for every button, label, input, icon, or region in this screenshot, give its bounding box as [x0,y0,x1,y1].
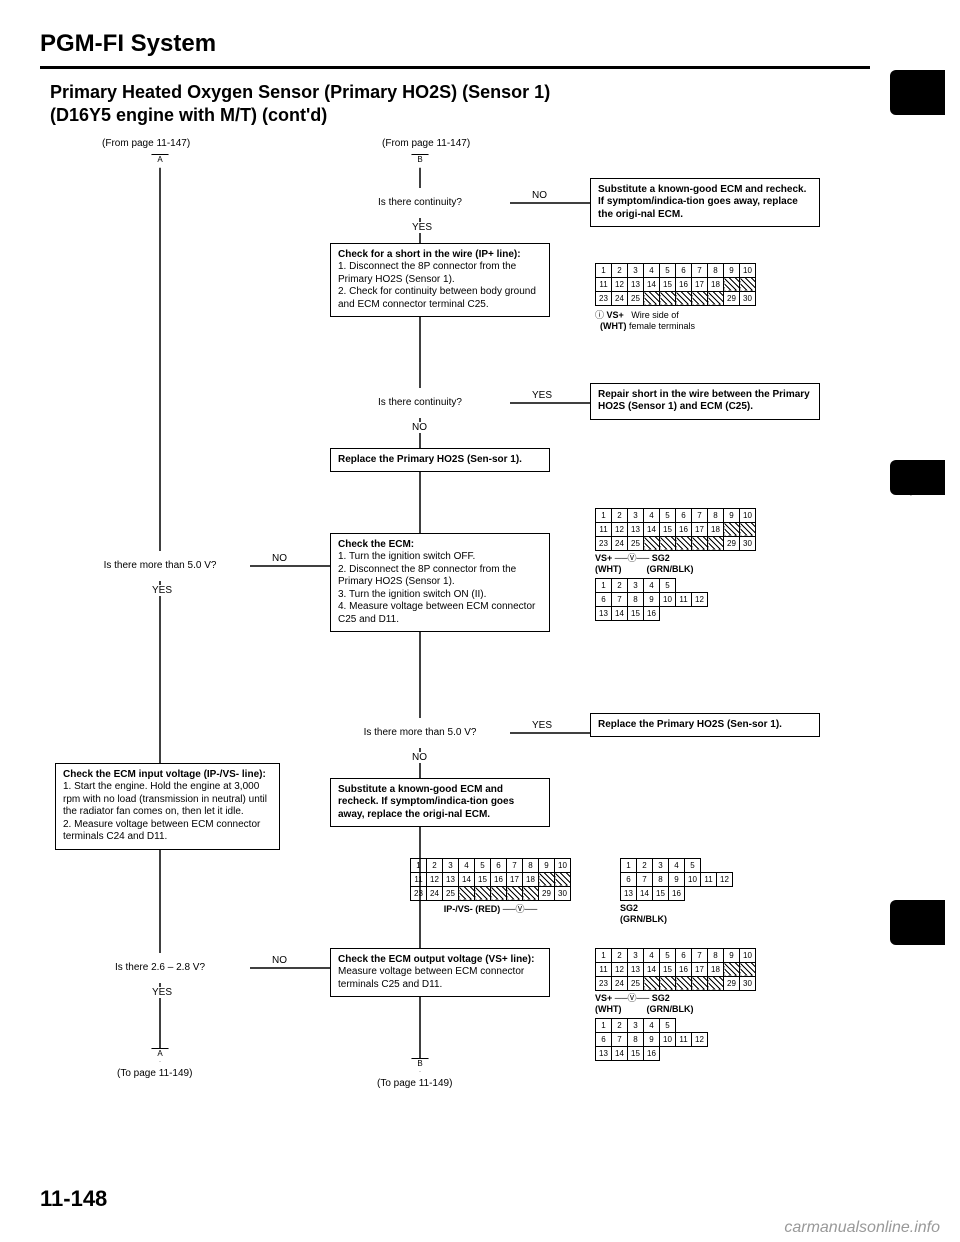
from-page-b: (From page 11-147) [380,138,472,149]
connector-c-4: 12345678910 1112131415161718 2324252930 … [595,948,756,1062]
divider [40,66,870,69]
decision-5v-a: Is there more than 5.0 V? [70,551,250,581]
decision-26-28v: Is there 2.6 – 2.8 V? [70,953,250,983]
triangle-b-out: B [411,1058,429,1072]
main-title: PGM-FI System [40,30,870,66]
triangle-a-out: A [151,1048,169,1062]
flowchart: (From page 11-147) (From page 11-147) A … [40,138,870,1148]
box-check-ecm: Check the ECM: 1. Turn the ignition swit… [330,533,550,633]
connector-c-2: 12345678910 1112131415161718 2324252930 … [595,508,756,622]
box-check-output: Check the ECM output voltage (VS+ line):… [330,948,550,998]
connector-c-3: 12345678910 1112131415161718 2324252930 … [410,858,571,915]
label-yes: YES [410,222,434,233]
watermark: carmanualsonline.info [784,1219,940,1237]
side-tab-1 [890,70,945,115]
box-substitute-2: Substitute a known-good ECM and recheck.… [330,778,550,828]
side-tab-3 [890,900,945,945]
subtitle-line1: Primary Heated Oxygen Sensor (Primary HO… [50,82,550,102]
subtitle-line2: (D16Y5 engine with M/T) (cont'd) [50,105,327,125]
label-no-3: NO [270,553,289,564]
decision-continuity-2: Is there continuity? [330,388,510,418]
box-repair-short: Repair short in the wire between the Pri… [590,383,820,420]
label-no-5: NO [270,955,289,966]
label-yes-2: YES [530,390,554,401]
to-page-b: (To page 11-149) [375,1078,454,1089]
box-replace-2: Replace the Primary HO2S (Sen-sor 1). [590,713,820,738]
side-tab-2 [890,460,945,495]
label-no: NO [530,190,549,201]
triangle-b: B [411,154,429,168]
decision-continuity-1: Is there continuity? [330,188,510,218]
page-number: 11-148 [40,1186,107,1212]
label-yes-3: YES [150,585,174,596]
to-page-a: (To page 11-149) [115,1068,194,1079]
box-check-short: Check for a short in the wire (IP+ line)… [330,243,550,318]
decision-5v-b: Is there more than 5.0 V? [330,718,510,748]
box-replace-1: Replace the Primary HO2S (Sen-sor 1). [330,448,550,473]
box-check-input: Check the ECM input voltage (IP-/VS- lin… [55,763,280,850]
triangle-a: A [151,154,169,168]
label-no-4: NO [410,752,429,763]
connector-c-1: 12345678910 1112131415161718 2324252930 … [595,263,756,332]
subtitle: Primary Heated Oxygen Sensor (Primary HO… [40,81,870,128]
label-no-2: NO [410,422,429,433]
label-yes-4: YES [530,720,554,731]
from-page-a: (From page 11-147) [100,138,192,149]
label-yes-5: YES [150,987,174,998]
connector-d-3: 12345 6789101112 13141516 SG2(GRN/BLK) [620,858,733,925]
box-substitute-1: Substitute a known-good ECM and recheck.… [590,178,820,228]
